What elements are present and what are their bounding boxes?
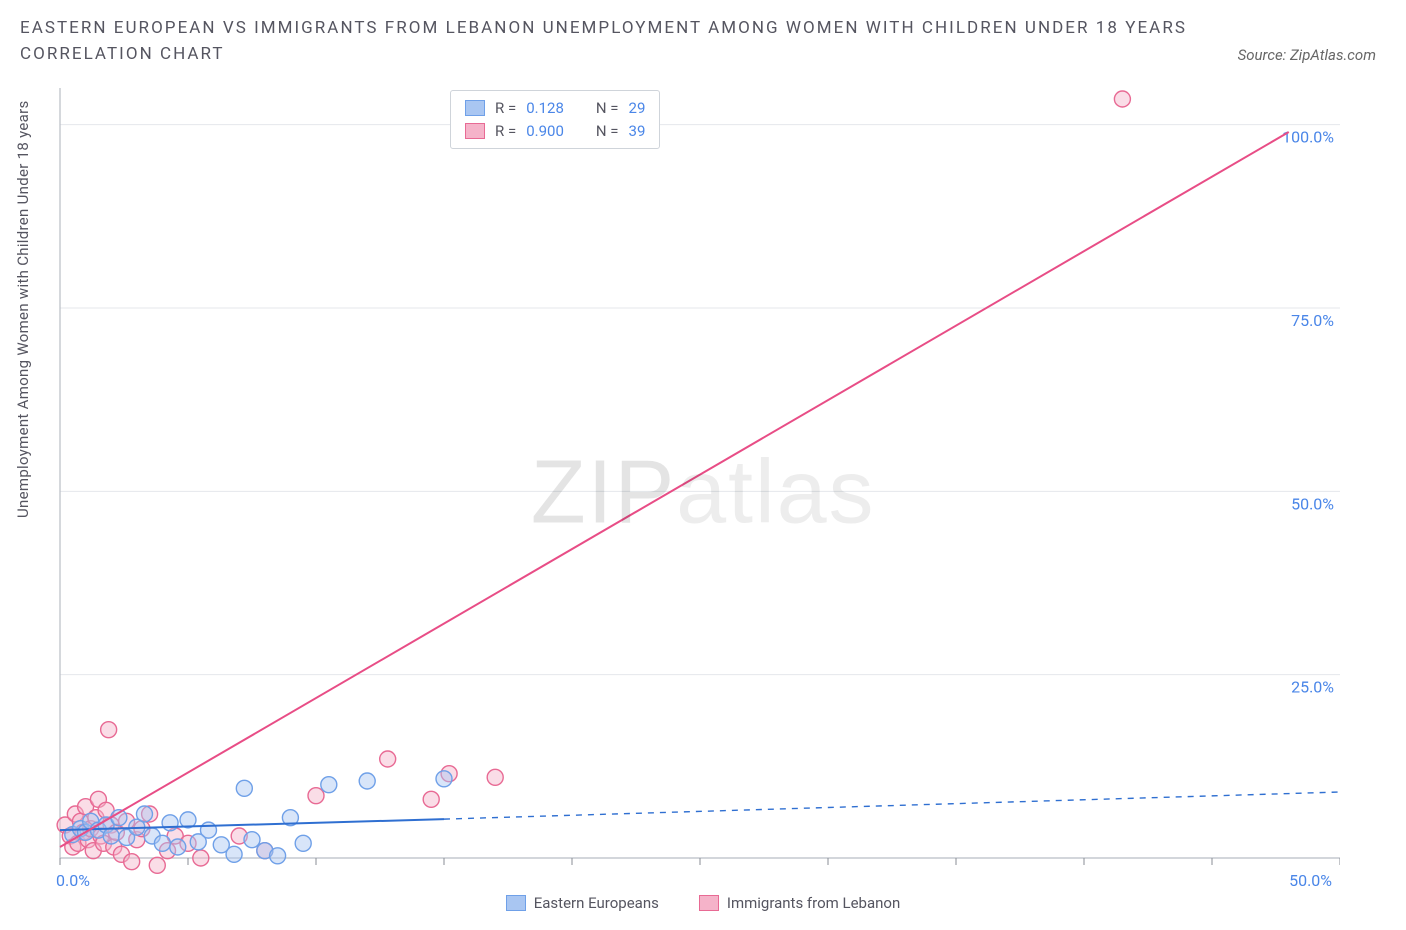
r-label: R = xyxy=(495,97,516,120)
y-axis-label: Unemployment Among Women with Children U… xyxy=(14,100,32,518)
legend-item-2: Immigrants from Lebanon xyxy=(699,894,900,912)
chart-title-line1: EASTERN EUROPEAN VS IMMIGRANTS FROM LEBA… xyxy=(20,18,1386,38)
chart-container: Unemployment Among Women with Children U… xyxy=(20,88,1386,898)
n-value: 39 xyxy=(629,120,646,143)
legend-label: Immigrants from Lebanon xyxy=(727,894,900,912)
legend-correlation: R = 0.128 N = 29 R = 0.900 N = 39 xyxy=(450,90,660,149)
svg-text:75.0%: 75.0% xyxy=(1291,311,1334,330)
legend-series: Eastern Europeans Immigrants from Lebano… xyxy=(0,894,1406,912)
swatch-pink xyxy=(699,895,719,911)
svg-text:0.0%: 0.0% xyxy=(56,871,90,890)
legend-item-1: Eastern Europeans xyxy=(506,894,659,912)
r-value: 0.900 xyxy=(526,120,564,143)
svg-text:100.0%: 100.0% xyxy=(1282,128,1334,147)
svg-text:50.0%: 50.0% xyxy=(1289,871,1332,890)
n-label: N = xyxy=(596,97,619,120)
svg-text:50.0%: 50.0% xyxy=(1291,494,1334,513)
swatch-blue xyxy=(465,100,485,116)
swatch-pink xyxy=(465,123,485,139)
r-value: 0.128 xyxy=(526,97,564,120)
scatter-chart: 25.0% 50.0% 75.0% 100.0% 0.0% 50.0% xyxy=(20,88,1340,898)
swatch-blue xyxy=(506,895,526,911)
chart-title-line2: CORRELATION CHART xyxy=(20,44,1386,64)
n-value: 29 xyxy=(629,97,646,120)
source-label: Source: ZipAtlas.com xyxy=(1238,46,1376,64)
svg-text:25.0%: 25.0% xyxy=(1291,678,1334,697)
r-label: R = xyxy=(495,120,516,143)
legend-label: Eastern Europeans xyxy=(534,894,659,912)
legend-row-2: R = 0.900 N = 39 xyxy=(465,120,645,143)
n-label: N = xyxy=(596,120,619,143)
legend-row-1: R = 0.128 N = 29 xyxy=(465,97,645,120)
